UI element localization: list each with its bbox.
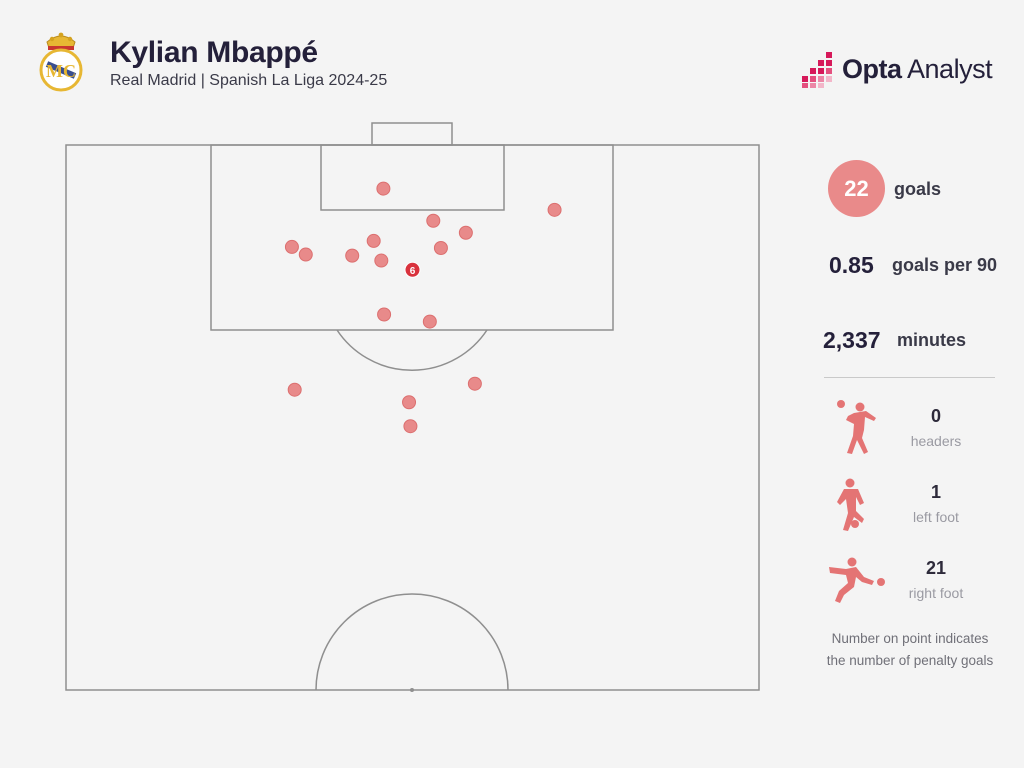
six-yard-box [320, 144, 505, 211]
shot-point [376, 181, 391, 196]
centre-spot [410, 688, 414, 692]
shot-point [467, 376, 482, 391]
shot-point [345, 248, 360, 263]
shot-point [287, 382, 302, 397]
shot-point [298, 247, 313, 262]
shot-point [366, 233, 381, 248]
brand-name: Opta Analyst [842, 54, 993, 85]
penalty-point [404, 261, 421, 278]
shot-point [422, 314, 437, 329]
penalty-count-label: 6 [410, 266, 416, 277]
shots-layer: 6 [284, 181, 562, 434]
shot-point [284, 239, 299, 254]
goals-circle: 22 [828, 160, 885, 217]
header-player-icon [837, 400, 876, 454]
right-foot-count: 21 [925, 558, 947, 578]
centre-circle [315, 593, 509, 691]
shot-point [426, 213, 441, 228]
minutes-value: 2,337 [823, 327, 881, 353]
shot-point [458, 225, 473, 240]
goals-per-90-label: goals per 90 [892, 255, 998, 275]
shot-point [377, 307, 392, 322]
left-foot-label: left foot [913, 509, 959, 525]
penalty-note: Number on point indicates the number of … [805, 628, 1015, 672]
pitch-outline [65, 144, 760, 691]
real-madrid-crest-icon: MC [39, 32, 83, 92]
goals-label: goals [894, 179, 942, 199]
left-foot-count: 1 [930, 482, 941, 502]
shot-point [402, 395, 417, 410]
goals-per-90-value: 0.85 [829, 252, 874, 278]
left-foot-player-icon [837, 478, 864, 531]
svg-text:MC: MC [46, 61, 76, 81]
penalty-note-line1: Number on point indicates [831, 631, 989, 646]
minutes-label: minutes [897, 330, 967, 350]
shot-point [433, 241, 448, 256]
shot-point [374, 253, 389, 268]
headers-count: 0 [930, 406, 941, 426]
penalty-arc [336, 329, 488, 371]
brand-name-bold: Opta [842, 54, 902, 84]
right-foot-label: right foot [908, 585, 964, 601]
shot-point [403, 419, 418, 434]
stats-divider [824, 377, 995, 378]
right-foot-player-icon [829, 557, 885, 603]
player-name: Kylian Mbappé [110, 36, 318, 69]
penalty-note-line2: the number of penalty goals [826, 653, 994, 668]
opta-analyst-logo: Opta Analyst [798, 50, 1008, 90]
opta-analyst-logo-icon [802, 52, 832, 88]
goals-value: 22 [844, 175, 869, 201]
shot-point [547, 202, 562, 217]
subtitle: Real Madrid | Spanish La Liga 2024-25 [110, 72, 388, 89]
penalty-area [210, 144, 614, 331]
headers-label: headers [910, 433, 962, 449]
brand-name-rest: Analyst [901, 54, 993, 84]
goal [371, 122, 453, 146]
